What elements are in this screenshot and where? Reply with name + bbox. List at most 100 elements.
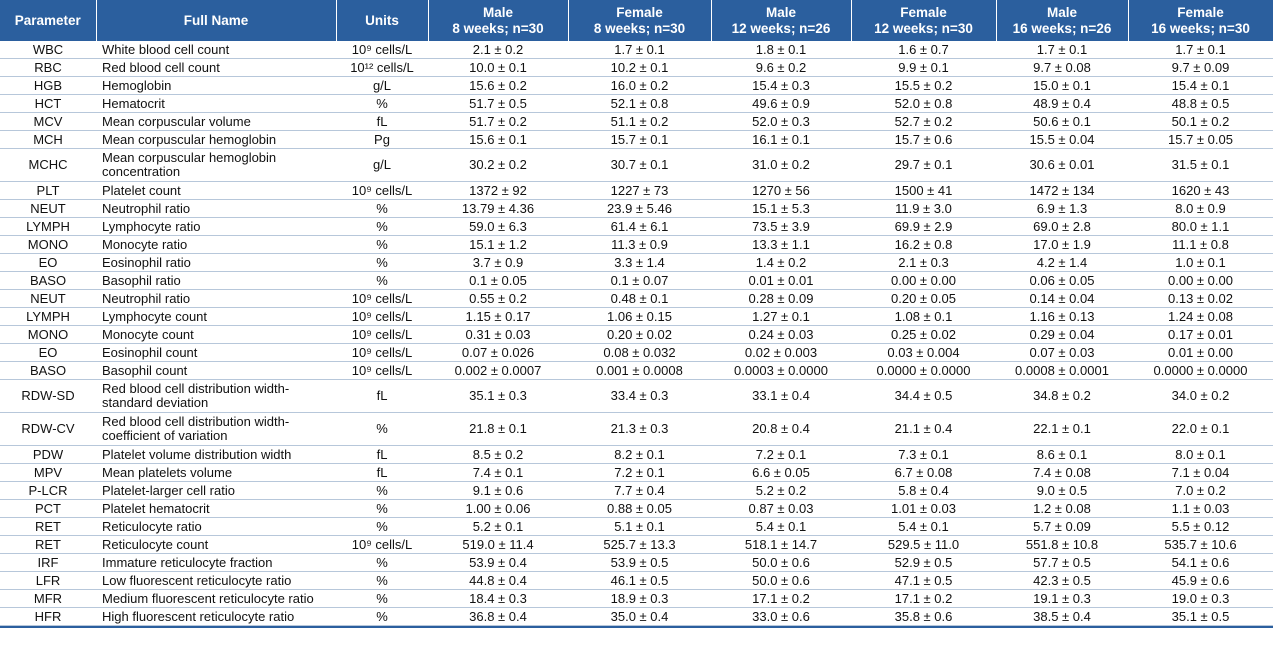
cell-value: 1.24 ± 0.08 <box>1168 308 1233 324</box>
cell-parameter: HCT <box>34 95 62 111</box>
cell-value: 52.0 ± 0.8 <box>894 95 953 111</box>
table-row: EO Eosinophil count 10⁹ cells/L 0.07 ± 0.02… <box>0 343 1273 362</box>
cell-full-name: Reticulocyte count <box>102 536 209 552</box>
header-group-2: Female 8 weeks; n=30 <box>568 0 712 41</box>
cell-value: 1.7 ± 0.1 <box>614 41 665 57</box>
cell-value: 3.7 ± 0.9 <box>472 254 524 270</box>
table-row: MFR Medium fluorescent reticulocyte ratio… <box>0 589 1273 608</box>
table-row: RDW-CV Red blood cell distribution width-… <box>0 412 1273 446</box>
cell-value: 57.7 ± 0.5 <box>1033 554 1091 570</box>
header-group-sex: Female <box>1177 4 1224 20</box>
cell-value: 52.9 ± 0.5 <box>894 554 953 570</box>
cell-value: 73.5 ± 3.9 <box>752 218 810 234</box>
header-group-sex: Male <box>765 4 796 20</box>
cell-value: 22.0 ± 0.1 <box>1171 421 1230 436</box>
cell-value: 35.8 ± 0.6 <box>894 608 953 624</box>
table-row: MONO Monocyte ratio% 15.1 ± 1.2 11.3 ± 0.9 1… <box>0 235 1273 254</box>
cell-units: 10⁹ cells/L <box>351 41 413 57</box>
table-row: MONO Monocyte count 10⁹ cells/L 0.31 ± 0.03… <box>0 325 1273 344</box>
cell-value: 5.2 ± 0.1 <box>472 518 524 534</box>
hematology-table: Parameter Full Name Units Male 8 weeks; n… <box>0 0 1273 626</box>
cell-parameter: RET <box>35 518 61 534</box>
cell-value: 1.08 ± 0.1 <box>894 308 953 324</box>
cell-parameter: PDW <box>32 446 64 462</box>
cell-value: 551.8 ± 10.8 <box>1025 536 1099 552</box>
cell-value: 0.31 ± 0.03 <box>465 326 531 342</box>
table-row: LFR Low fluorescent reticulocyte ratio% 44… <box>0 571 1273 590</box>
cell-value: 1.06 ± 0.15 <box>607 308 672 324</box>
cell-value: 1500 ± 41 <box>894 182 953 198</box>
cell-value: 15.4 ± 0.3 <box>752 77 810 93</box>
cell-full-name: Lymphocyte ratio <box>102 218 201 234</box>
cell-value: 69.0 ± 2.8 <box>1033 218 1091 234</box>
cell-value: 8.0 ± 0.1 <box>1175 446 1226 462</box>
cell-parameter: RDW-SD <box>21 388 75 403</box>
cell-value: 33.1 ± 0.4 <box>752 388 810 403</box>
cell-value: 11.1 ± 0.8 <box>1172 236 1229 252</box>
cell-value: 1.00 ± 0.06 <box>465 500 531 516</box>
cell-units: fL <box>376 446 388 462</box>
cell-value: 15.7 ± 0.05 <box>1168 131 1233 147</box>
cell-value: 0.55 ± 0.2 <box>469 290 527 306</box>
cell-value: 18.4 ± 0.3 <box>469 590 527 606</box>
cell-value: 16.2 ± 0.8 <box>894 236 953 252</box>
cell-value: 1227 ± 73 <box>610 182 669 198</box>
cell-value: 34.0 ± 0.2 <box>1171 388 1230 403</box>
cell-value: 5.4 ± 0.1 <box>755 518 807 534</box>
header-group-3: Male 12 weeks; n=26 <box>711 0 852 41</box>
cell-value: 53.9 ± 0.5 <box>610 554 669 570</box>
cell-parameter: PLT <box>36 182 60 198</box>
table-row: LYMPH Lymphocyte count 10⁹ cells/L 1.15 ± 0… <box>0 307 1273 326</box>
cell-full-name: Mean corpuscular volume <box>102 113 251 129</box>
table-row: MCHC Mean corpuscular hemoglobin concentr… <box>0 148 1273 182</box>
cell-units: % <box>376 590 388 606</box>
cell-value: 0.20 ± 0.02 <box>607 326 672 342</box>
cell-value: 1372 ± 92 <box>469 182 527 198</box>
cell-full-name: Hemoglobin <box>102 77 172 93</box>
table-row: MCV Mean corpuscular volume fL 51.7 ± 0.2 51… <box>0 112 1273 131</box>
cell-value: 518.1 ± 14.7 <box>744 536 818 552</box>
table-row: PCT Platelet hematocrit% 1.00 ± 0.06 0.88 ±… <box>0 499 1273 518</box>
cell-value: 0.002 ± 0.0007 <box>454 362 542 378</box>
cell-units: Pg <box>374 131 390 147</box>
cell-value: 15.0 ± 0.1 <box>1033 77 1091 93</box>
cell-value: 1.6 ± 0.7 <box>898 41 949 57</box>
cell-value: 11.3 ± 0.9 <box>611 236 668 252</box>
cell-value: 42.3 ± 0.5 <box>1033 572 1091 588</box>
cell-value: 0.0000 ± 0.0000 <box>876 362 971 378</box>
cell-value: 7.3 ± 0.1 <box>898 446 949 462</box>
cell-value: 54.1 ± 0.6 <box>1171 554 1230 570</box>
cell-value: 0.24 ± 0.03 <box>748 326 814 342</box>
cell-full-name: Hematocrit <box>102 95 165 111</box>
cell-parameter: EO <box>38 254 58 270</box>
cell-full-name: Basophil ratio <box>102 272 181 288</box>
cell-value: 53.9 ± 0.4 <box>469 554 527 570</box>
cell-value: 7.2 ± 0.1 <box>614 464 665 480</box>
cell-value: 0.07 ± 0.03 <box>1029 344 1095 360</box>
cell-value: 21.3 ± 0.3 <box>610 421 669 436</box>
cell-units: 10¹² cells/L <box>350 59 414 75</box>
header-group-age: 12 weeks; n=30 <box>874 20 973 36</box>
cell-value: 1.0 ± 0.1 <box>1175 254 1226 270</box>
cell-value: 0.29 ± 0.04 <box>1029 326 1095 342</box>
cell-value: 44.8 ± 0.4 <box>469 572 527 588</box>
cell-value: 50.0 ± 0.6 <box>752 554 810 570</box>
cell-units: % <box>376 482 388 498</box>
cell-value: 31.0 ± 0.2 <box>752 157 810 172</box>
cell-full-name: Basophil count <box>102 362 188 378</box>
cell-parameter: PCT <box>35 500 61 516</box>
cell-value: 0.17 ± 0.01 <box>1168 326 1233 342</box>
cell-units: g/L <box>372 157 392 172</box>
cell-units: fL <box>376 388 388 403</box>
cell-value: 0.0000 ± 0.0000 <box>1153 362 1248 378</box>
cell-value: 8.0 ± 0.9 <box>1175 200 1226 216</box>
cell-full-name: Immature reticulocyte fraction <box>102 554 273 570</box>
cell-value: 9.6 ± 0.2 <box>755 59 807 75</box>
cell-units: % <box>376 554 388 570</box>
cell-value: 15.7 ± 0.1 <box>610 131 669 147</box>
cell-parameter: RDW-CV <box>21 421 75 436</box>
cell-parameter: HFR <box>34 608 62 624</box>
cell-value: 8.5 ± 0.2 <box>472 446 524 462</box>
cell-value: 1.27 ± 0.1 <box>752 308 810 324</box>
cell-value: 59.0 ± 6.3 <box>469 218 527 234</box>
